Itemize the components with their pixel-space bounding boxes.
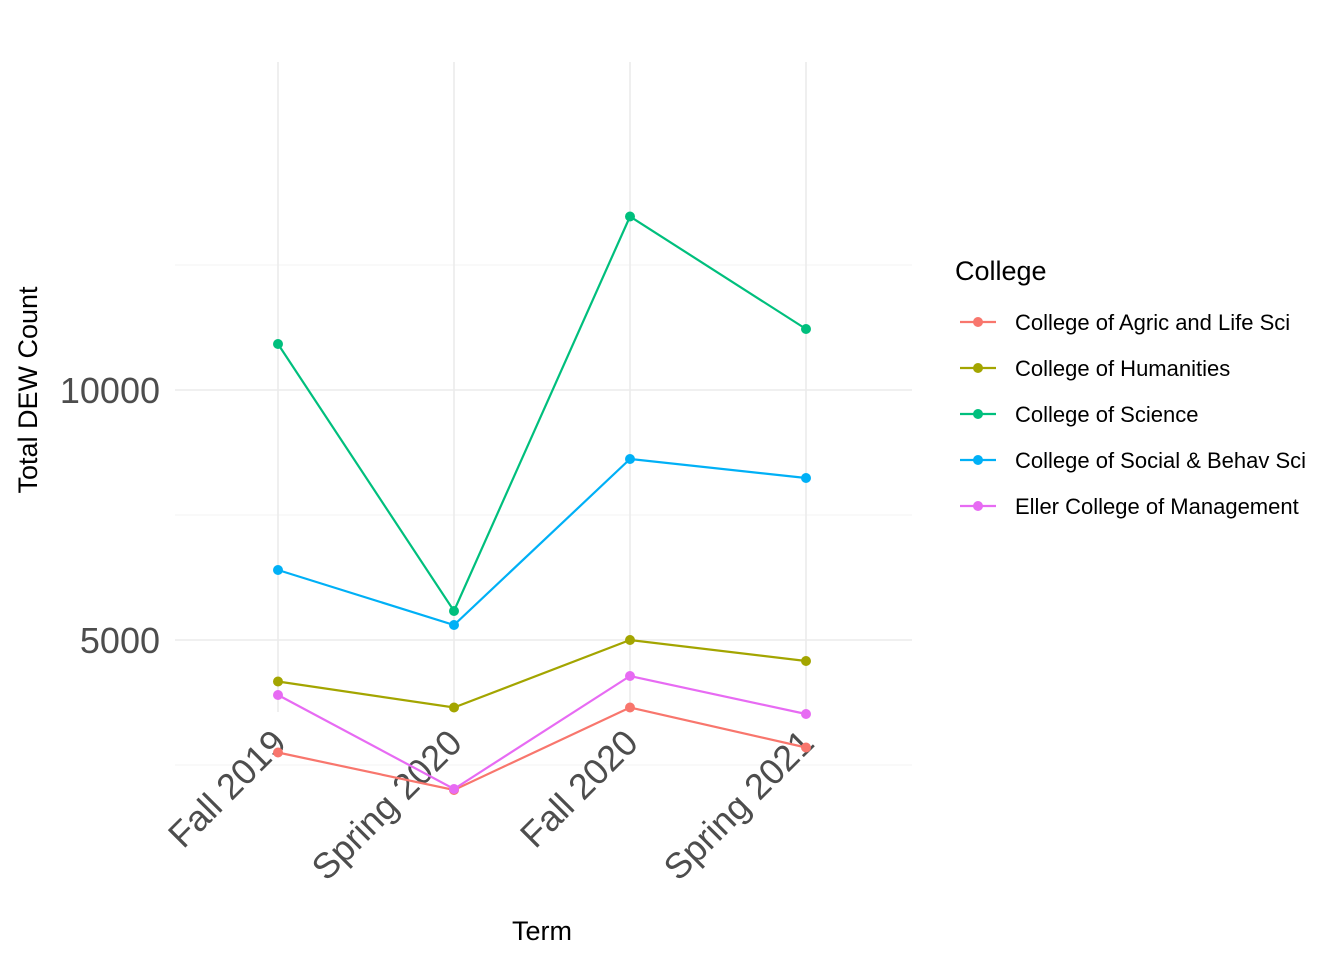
legend-label: College of Social & Behav Sci: [1015, 448, 1306, 473]
data-point: [625, 635, 635, 645]
series-group: [273, 671, 811, 794]
series-group: [273, 635, 811, 713]
data-point: [273, 676, 283, 687]
legend-label: College of Agric and Life Sci: [1015, 310, 1290, 335]
legend: College College of Agric and Life Sci Col…: [955, 256, 1306, 519]
data-point: [625, 702, 635, 713]
data-point: [801, 709, 811, 719]
data-point: [273, 747, 283, 758]
data-point: [625, 671, 635, 681]
legend-item: College of Social & Behav Sci: [960, 448, 1306, 473]
x-axis-ticks: Fall 2019 Spring 2020 Fall 2020 Spring 2021: [160, 722, 822, 888]
legend-key-point: [973, 455, 983, 465]
legend-label: Eller College of Management: [1015, 494, 1299, 519]
data-point: [273, 690, 283, 700]
series-line: [277, 214, 807, 614]
series-group: [273, 211, 811, 616]
legend-label: College of Science: [1015, 402, 1198, 427]
legend-label: College of Humanities: [1015, 356, 1230, 381]
legend-key-point: [973, 501, 983, 511]
data-point: [801, 324, 811, 334]
legend-key-point: [973, 409, 983, 419]
plot-grid: [175, 62, 912, 766]
legend-key-point: [973, 363, 983, 373]
data-point: [625, 454, 635, 464]
data-point: [273, 339, 283, 349]
y-tick-label: 10000: [60, 370, 160, 411]
series-line: [277, 674, 807, 791]
series-group: [273, 702, 811, 795]
data-point: [449, 620, 459, 630]
data-point: [801, 742, 811, 753]
y-axis-ticks: 5000 10000: [60, 370, 160, 661]
data-point: [273, 565, 283, 575]
series-line: [277, 706, 807, 792]
x-tick-label: Fall 2020: [512, 722, 646, 856]
series-line: [277, 638, 807, 709]
legend-title: College: [955, 256, 1047, 286]
x-tick-label: Spring 2020: [303, 722, 469, 888]
y-axis-title: Total DEW Count: [13, 286, 43, 494]
data-point: [801, 473, 811, 483]
data-point: [625, 211, 635, 222]
x-tick-label: Fall 2019: [160, 722, 294, 856]
series-group: [273, 454, 811, 630]
series-line: [277, 457, 807, 627]
data-point: [449, 702, 459, 713]
x-tick-label: Spring 2021: [655, 722, 821, 888]
legend-item: College of Agric and Life Sci: [960, 310, 1290, 335]
x-axis-title: Term: [512, 916, 572, 946]
data-point: [449, 784, 459, 794]
data-point: [801, 656, 811, 666]
data-point: [449, 606, 459, 616]
legend-key-point: [973, 317, 983, 327]
legend-item: College of Science: [960, 402, 1198, 427]
series-lines: [273, 211, 811, 795]
legend-item: Eller College of Management: [960, 494, 1299, 519]
legend-item: College of Humanities: [960, 356, 1230, 381]
y-tick-label: 5000: [80, 620, 160, 661]
